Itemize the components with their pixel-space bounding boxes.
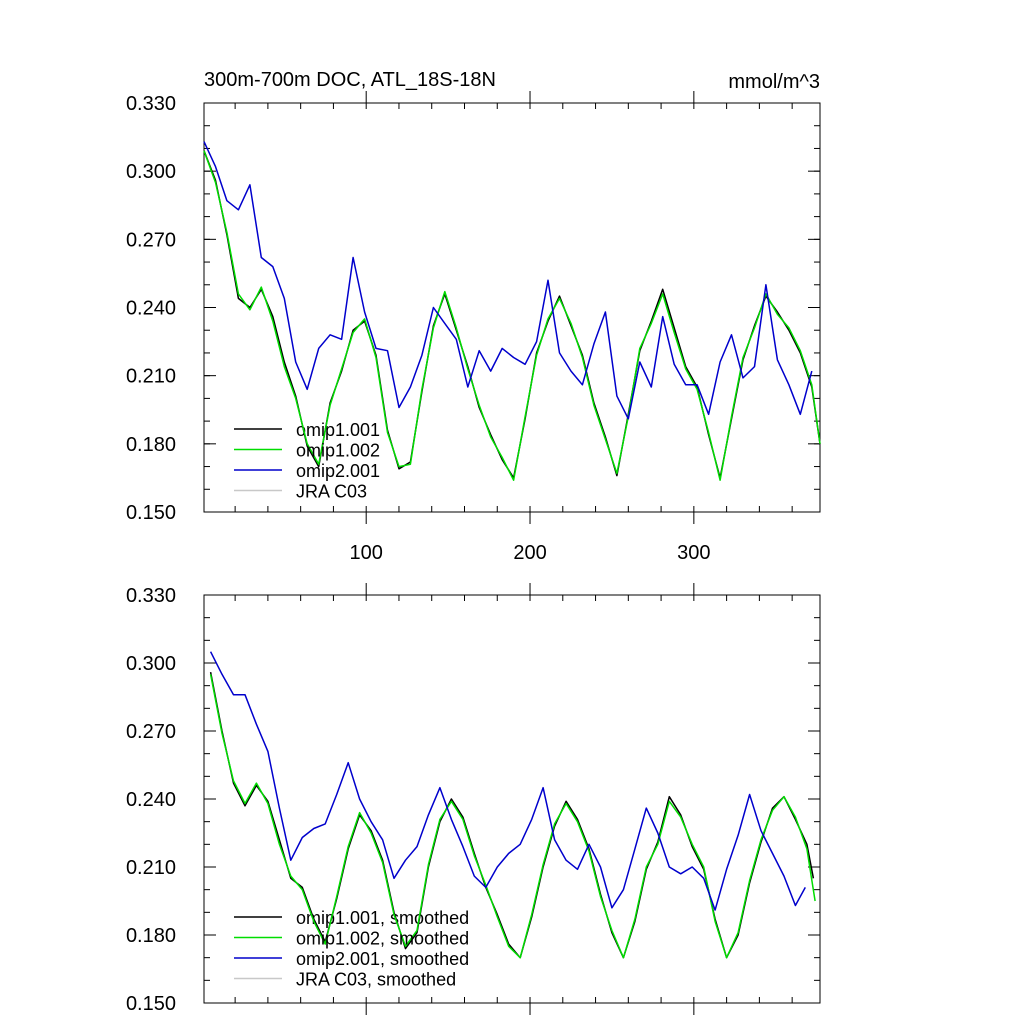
- legend-label-1: omip1.001: [296, 420, 380, 440]
- legend-label-3: omip2.001, smoothed: [296, 949, 469, 969]
- series-line-2: [203, 150, 821, 481]
- y-tick-label: 0.300: [126, 161, 176, 183]
- y-tick-label: 0.330: [126, 93, 176, 115]
- legend-label-1: omip1.001, smoothed: [296, 908, 469, 928]
- legend-label-2: omip1.002: [296, 441, 380, 461]
- y-tick-label: 0.240: [126, 298, 176, 320]
- y-tick-label: 0.270: [126, 229, 176, 251]
- y-tick-label: 0.150: [126, 502, 176, 524]
- y-tick-label: 0.300: [126, 653, 176, 675]
- legend-label-4: JRA C03: [296, 482, 367, 502]
- legend-label-2: omip1.002, smoothed: [296, 929, 469, 949]
- y-tick-label: 0.210: [126, 857, 176, 879]
- y-tick-label: 0.180: [126, 925, 176, 947]
- x-tick-label: 200: [513, 542, 546, 564]
- chart-panel-1: 0.150 0.180 0.210 0.240 0.270 0.300 0.330 100 20…: [126, 91, 821, 564]
- y-tick-label: 0.210: [126, 366, 176, 388]
- series-line-2: [209, 674, 816, 959]
- units-label: mmol/m^3: [728, 71, 820, 93]
- legend-label-4: JRA C03, smoothed: [296, 970, 456, 990]
- legend-label-3: omip2.001: [296, 461, 380, 481]
- y-tick-label: 0.330: [126, 585, 176, 607]
- x-tick-label: 300: [677, 542, 710, 564]
- chart-panel-2: 0.150 0.180 0.210 0.240 0.270 0.300 0.330 omip1…: [126, 583, 821, 1015]
- y-tick-label: 0.150: [126, 993, 176, 1015]
- series-line-3: [203, 141, 813, 420]
- y-tick-label: 0.240: [126, 789, 176, 811]
- series-line-3: [209, 651, 806, 911]
- x-tick-label: 100: [350, 542, 383, 564]
- y-tick-label: 0.270: [126, 721, 176, 743]
- chart-title: 300m-700m DOC, ATL_18S-18N: [204, 69, 496, 91]
- y-tick-label: 0.180: [126, 434, 176, 456]
